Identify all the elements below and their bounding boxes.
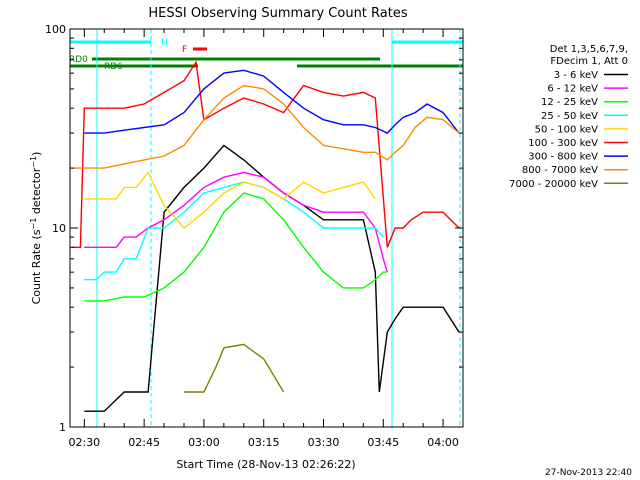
y-label-mid: detector [30, 167, 43, 217]
series-line-6 [84, 69, 460, 134]
legend-label-6: 300 - 800 keV [528, 152, 598, 163]
y-tick-label-2: 100 [45, 23, 66, 36]
y-axis-label: Count Rate (s−1 detector−1) [29, 152, 43, 305]
legend: Det 1,3,5,6,7,9, FDecim 1, Att 0 3 - 6 k… [509, 44, 628, 190]
timestamp-stamp: 27-Nov-2013 22:40 [545, 468, 632, 478]
annotation-layer: N F RD0 RD6 [69, 29, 463, 428]
y-label-sup1: −1 [29, 218, 38, 230]
series-line-8 [184, 343, 285, 393]
y-label-end: ) [30, 152, 43, 156]
legend-label-4: 50 - 100 keV [535, 124, 599, 135]
series-line-2 [84, 192, 388, 302]
legend-title-line-1: Det 1,3,5,6,7,9, [550, 44, 628, 55]
x-tick-label-3: 03:15 [248, 436, 280, 449]
y-tick-label-1: 10 [52, 222, 66, 235]
rd0-label: RD0 [69, 55, 88, 65]
legend-label-3: 25 - 50 keV [541, 111, 598, 122]
series-layer [72, 60, 460, 412]
x-tick-label-4: 03:30 [308, 436, 340, 449]
chart-title: HESSI Observing Summary Count Rates [148, 6, 407, 21]
legend-label-5: 100 - 300 keV [528, 138, 598, 149]
x-tick-label-5: 03:45 [367, 436, 399, 449]
axis-ticks: 02:30 02:45 03:00 03:15 03:30 03:45 04:00 1 10 10… [45, 23, 464, 449]
rd6-label: RD6 [104, 62, 123, 72]
flare-label: F [182, 45, 187, 55]
y-tick-label-0: 1 [59, 421, 66, 434]
legend-title-line-2: FDecim 1, Att 0 [550, 56, 628, 67]
series-line-3 [84, 181, 384, 281]
x-tick-label-1: 02:45 [128, 436, 160, 449]
night-label: N [161, 38, 168, 48]
y-label-sup2: −1 [29, 156, 38, 168]
legend-label-8: 7000 - 20000 keV [509, 179, 598, 190]
legend-label-1: 6 - 12 keV [547, 84, 598, 95]
legend-label-2: 12 - 25 keV [541, 97, 598, 108]
series-line-5 [72, 60, 460, 249]
x-axis-label: Start Time (28-Nov-13 02:26:22) [176, 458, 355, 471]
series-line-7 [72, 84, 460, 169]
x-tick-label-0: 02:30 [68, 436, 100, 449]
x-tick-label-2: 03:00 [188, 436, 220, 449]
x-tick-label-6: 04:00 [427, 436, 459, 449]
series-line-1 [84, 171, 388, 273]
series-line-4 [84, 171, 376, 229]
y-label-main: Count Rate (s [30, 229, 43, 304]
legend-label-0: 3 - 6 keV [554, 70, 598, 81]
legend-label-7: 800 - 7000 keV [522, 165, 598, 176]
